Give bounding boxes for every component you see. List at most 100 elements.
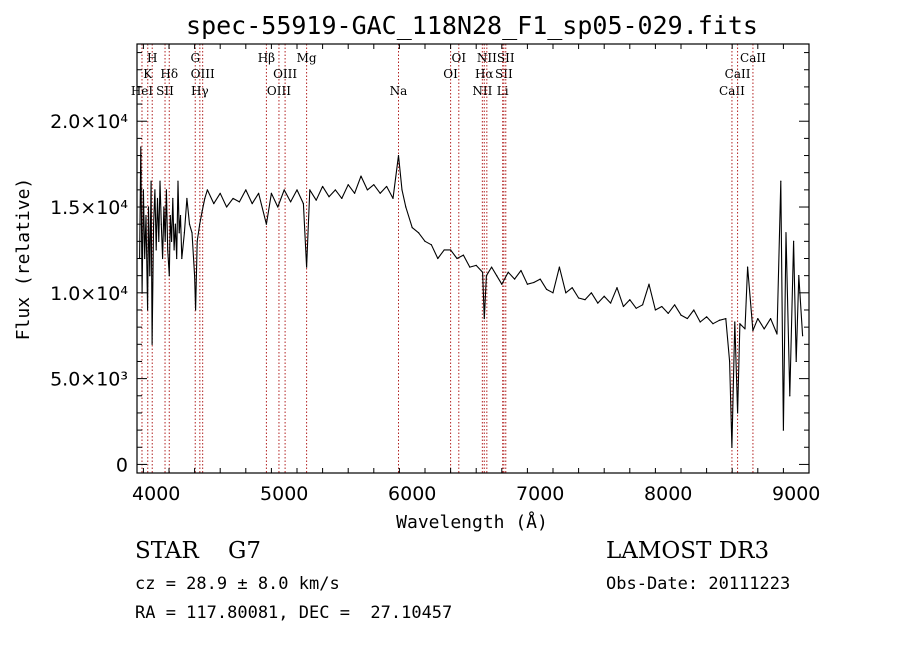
flux-point-22	[167, 249, 169, 251]
flux-point-111	[610, 302, 612, 304]
marker-label-10: OIII	[273, 67, 297, 81]
flux-point-42	[201, 209, 203, 212]
flux-point-57	[290, 201, 292, 203]
flux-point-55	[277, 206, 279, 208]
flux-point-114	[629, 299, 631, 301]
y-tick-label-5000: 5.0×10³	[50, 369, 128, 391]
marker-label-16: Hα	[475, 67, 494, 81]
flux-point-85	[456, 257, 458, 260]
flux-point-35	[186, 197, 188, 200]
flux-point-46	[219, 192, 221, 194]
flux-point-78	[411, 227, 413, 229]
flux-point-112	[616, 287, 618, 289]
flux-point-149	[802, 335, 804, 337]
flux-point-97	[520, 269, 522, 272]
flux-point-8	[149, 275, 151, 277]
flux-point-34	[183, 232, 185, 234]
flux-point-101	[546, 288, 548, 290]
flux-point-141	[776, 333, 778, 335]
flux-point-6	[147, 309, 149, 311]
flux-series	[138, 146, 804, 448]
flux-point-30	[177, 180, 179, 182]
flux-point-58	[296, 189, 298, 191]
flux-point-27	[173, 249, 175, 251]
marker-label-13: OI	[443, 67, 458, 81]
flux-point-95	[507, 271, 509, 273]
marker-label-5: G	[190, 51, 200, 65]
coordinates: RA = 117.80081, DEC = 27.10457	[135, 603, 453, 623]
plot-frame	[136, 43, 810, 474]
flux-point-139	[763, 328, 765, 330]
marker-label-15: NII	[472, 84, 492, 98]
flux-point-125	[699, 321, 701, 323]
flux-point-104	[565, 292, 567, 294]
flux-point-23	[168, 275, 170, 277]
flux-point-77	[405, 206, 407, 208]
flux-point-28	[174, 223, 176, 225]
flux-point-148	[798, 275, 800, 277]
marker-label-6: Hγ	[191, 84, 209, 98]
flux-point-68	[354, 192, 356, 194]
flux-point-66	[341, 197, 343, 200]
x-tick-label-6000: 6000	[388, 483, 436, 505]
x-tick-label-8000: 8000	[644, 483, 692, 505]
survey-label: LAMOST DR3	[606, 538, 770, 564]
flux-point-72	[379, 192, 381, 194]
marker-label-2: H	[147, 51, 157, 65]
flux-point-117	[648, 283, 650, 285]
flux-point-62	[315, 199, 317, 201]
flux-point-39	[195, 309, 197, 311]
flux-point-99	[533, 281, 535, 284]
flux-point-103	[558, 266, 561, 268]
flux-point-93	[496, 275, 498, 277]
y-tick-label-0: 0	[116, 454, 128, 476]
marker-label-20: SII	[497, 51, 515, 65]
flux-point-98	[526, 283, 529, 285]
flux-point-21	[165, 189, 168, 191]
flux-point-70	[366, 189, 368, 191]
flux-point-127	[712, 323, 714, 325]
flux-point-144	[785, 232, 787, 234]
flux-point-126	[706, 316, 708, 318]
flux-point-69	[360, 175, 362, 177]
flux-point-12	[154, 189, 156, 191]
marker-label-7: OIII	[191, 67, 215, 81]
flux-point-145	[789, 395, 791, 397]
flux-point-129	[725, 317, 727, 320]
y-axis-ticks: 0 5.0×10³ 1.0×10⁴ 1.5×10⁴ 2.0×10⁴	[50, 52, 809, 476]
flux-point-50	[245, 189, 247, 191]
line-markers: HeIKHSIIHδGHγOIIIHβOIIIOIIIMgNaOIOINIIHα…	[131, 44, 766, 473]
flux-point-87	[469, 266, 471, 268]
flux-point-90	[483, 317, 485, 320]
flux-point-137	[752, 329, 754, 332]
flux-point-9	[150, 180, 152, 182]
flux-point-147	[795, 360, 797, 363]
flux-point-86	[462, 254, 464, 256]
x-tick-label-4000: 4000	[132, 483, 180, 505]
flux-point-84	[450, 249, 452, 251]
flux-point-18	[162, 257, 164, 260]
flux-point-67	[347, 184, 349, 186]
flux-point-4	[144, 257, 146, 260]
class-line: STAR G7	[135, 538, 262, 564]
cz-value: cz = 28.9 ± 8.0 km/s	[135, 574, 340, 594]
flux-point-122	[680, 314, 682, 316]
flux-point-60	[306, 266, 308, 268]
marker-label-23: CaII	[740, 51, 766, 65]
flux-point-63	[322, 185, 324, 188]
flux-point-94	[501, 283, 503, 285]
flux-point-38	[194, 275, 196, 277]
obs-date: Obs-Date: 20111223	[606, 574, 791, 594]
marker-label-8: Hβ	[258, 51, 275, 65]
flux-point-45	[213, 202, 215, 205]
flux-point-120	[667, 312, 669, 315]
flux-point-25	[170, 240, 173, 242]
flux-point-51	[251, 202, 253, 205]
flux-point-5	[145, 215, 147, 217]
marker-label-9: OIII	[267, 84, 291, 98]
flux-point-13	[155, 249, 157, 251]
flux-point-20	[164, 240, 166, 242]
flux-point-116	[642, 304, 644, 306]
flux-point-52	[258, 192, 260, 194]
flux-point-138	[757, 317, 759, 320]
